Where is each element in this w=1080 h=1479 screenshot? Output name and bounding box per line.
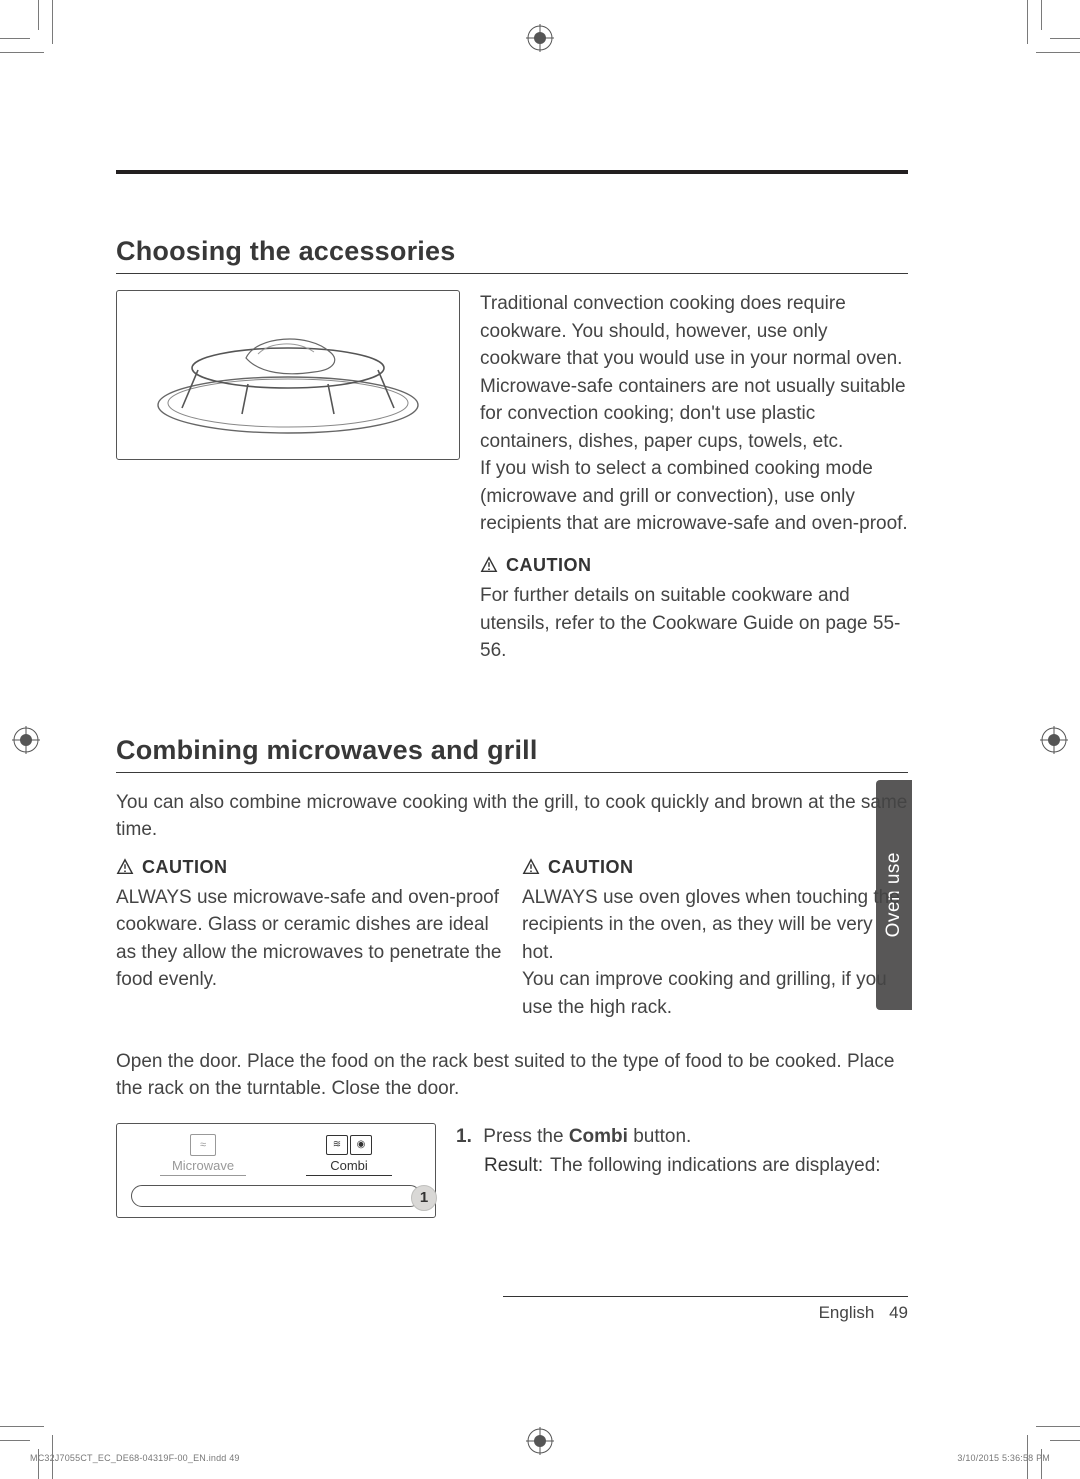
panel-combi-label: Combi: [330, 1158, 368, 1173]
panel-bottom-bar: [131, 1185, 421, 1207]
footer-rule: [503, 1296, 908, 1297]
step-line-1: 1. Press the Combi button.: [456, 1123, 908, 1151]
crop-mark: [1050, 1440, 1080, 1441]
caution-label: CAUTION: [142, 854, 228, 880]
instruction-open-door: Open the door. Place the food on the rac…: [116, 1048, 908, 1103]
panel-microwave-button: ≈ Microwave: [160, 1134, 246, 1176]
caution-heading: CAUTION: [522, 854, 908, 880]
caution-col-left: CAUTION ALWAYS use microwave-safe and ov…: [116, 854, 502, 1022]
accessories-text: Traditional convection cooking does requ…: [480, 290, 908, 665]
result-label: Result:: [456, 1152, 550, 1180]
caution-col-right: CAUTION ALWAYS use oven gloves when touc…: [522, 854, 908, 1022]
content-area: Choosing the accessories Traditional: [116, 170, 908, 1218]
caution-right-text-b: You can improve cooking and grilling, if…: [522, 966, 908, 1021]
microwave-icon: ≈: [190, 1134, 216, 1156]
footer-lang: English: [819, 1303, 875, 1322]
panel-microwave-label: Microwave: [172, 1158, 234, 1173]
crop-mark: [38, 0, 39, 30]
section-combining: Combining microwaves and grill You can a…: [116, 735, 908, 1218]
caution-label: CAUTION: [548, 854, 634, 880]
rack-illustration: [138, 310, 438, 440]
crop-mark: [0, 1426, 44, 1427]
para: Microwave-safe containers are not usuall…: [480, 373, 908, 456]
registration-mark: [12, 726, 40, 754]
caution-label: CAUTION: [506, 552, 592, 578]
combi-icon: ≋◉: [326, 1134, 372, 1156]
registration-mark: [526, 1427, 554, 1455]
step-text: 1. Press the Combi button. Result: The f…: [456, 1123, 908, 1180]
control-panel-figure: ≈ Microwave ≋◉ Combi 1: [116, 1123, 436, 1218]
step-text-a: Press the: [483, 1126, 569, 1147]
crop-mark: [0, 1440, 30, 1441]
footer-text: English 49: [116, 1303, 908, 1323]
crop-mark: [1036, 52, 1080, 53]
para: Traditional convection cooking does requ…: [480, 290, 908, 373]
step-number: 1.: [456, 1123, 478, 1151]
registration-mark: [526, 24, 554, 52]
para: If you wish to select a combined cooking…: [480, 455, 908, 538]
result-row: Result: The following indications are di…: [456, 1152, 908, 1180]
indd-filename: MC32J7055CT_EC_DE68-04319F-00_EN.indd 49: [30, 1453, 240, 1463]
accessories-figure: [116, 290, 460, 460]
caution-left-text: ALWAYS use microwave-safe and oven-proof…: [116, 884, 502, 994]
footer: English 49: [116, 1296, 908, 1323]
caution-right-text-a: ALWAYS use oven gloves when touching the…: [522, 884, 908, 967]
crop-mark: [1027, 0, 1028, 44]
heading-accessories: Choosing the accessories: [116, 236, 908, 274]
underline: [306, 1175, 392, 1176]
crop-mark: [0, 52, 44, 53]
crop-mark: [1041, 0, 1042, 30]
warning-icon: [480, 556, 498, 574]
caution-text: For further details on suitable cookware…: [480, 582, 908, 665]
caution-heading: CAUTION: [116, 854, 502, 880]
registration-mark: [1040, 726, 1068, 754]
step-text-b: button.: [628, 1126, 691, 1147]
heading-combining: Combining microwaves and grill: [116, 735, 908, 773]
panel-combi-button: ≋◉ Combi: [306, 1134, 392, 1176]
step-row: ≈ Microwave ≋◉ Combi 1: [116, 1123, 908, 1218]
accessories-row: Traditional convection cooking does requ…: [116, 290, 908, 665]
footer-page: 49: [889, 1303, 908, 1322]
caution-columns: CAUTION ALWAYS use microwave-safe and ov…: [116, 854, 908, 1022]
result-text: The following indications are displayed:: [550, 1152, 908, 1180]
caution-heading: CAUTION: [480, 552, 908, 578]
warning-icon: [522, 858, 540, 876]
intro-text: You can also combine microwave cooking w…: [116, 789, 908, 844]
crop-mark: [0, 38, 30, 39]
top-rule: [116, 170, 908, 174]
warning-icon: [116, 858, 134, 876]
print-timestamp: 3/10/2015 5:36:58 PM: [957, 1453, 1050, 1463]
crop-mark: [1036, 1426, 1080, 1427]
crop-mark: [52, 0, 53, 44]
step-badge: 1: [411, 1185, 437, 1211]
step-text-bold: Combi: [569, 1126, 628, 1147]
panel-buttons: ≈ Microwave ≋◉ Combi: [131, 1134, 421, 1176]
crop-mark: [1050, 38, 1080, 39]
underline: [160, 1175, 246, 1176]
page: Oven use Choosing the accessories: [0, 0, 1080, 1479]
